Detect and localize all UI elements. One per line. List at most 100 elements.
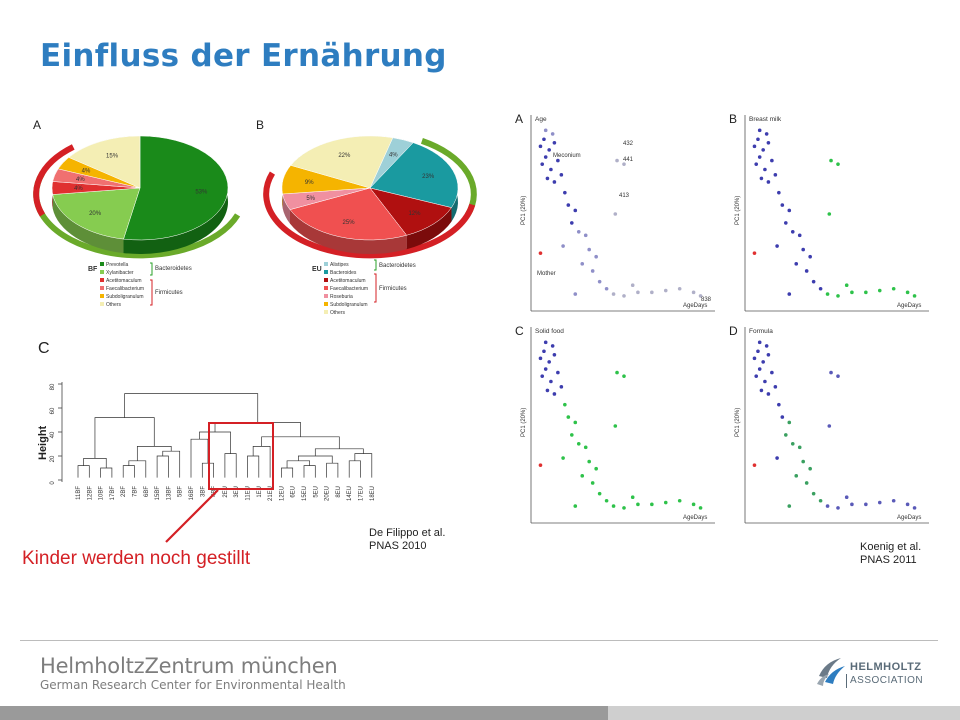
scatter-point: [552, 180, 557, 184]
scatter-point: [549, 379, 553, 384]
scatter-point: [757, 128, 762, 133]
dendrogram-leaf-label: 11BF: [76, 486, 82, 500]
dendrogram-link: [162, 450, 181, 478]
scatter-point: [550, 132, 555, 136]
dendrogram-link: [201, 462, 214, 478]
dendrogram-link: [354, 453, 373, 478]
scatter-point: [757, 367, 762, 371]
scatter-point: [766, 141, 771, 145]
pie-label-acetitomaculum: 12%: [408, 211, 421, 217]
scatter-panel-title: Age: [535, 116, 547, 123]
pie-label-acetitomaculum: 4%: [74, 186, 83, 192]
scatter-point: [604, 498, 609, 503]
scatter-point: [543, 155, 548, 159]
scatter-panels: A Age PC1 (20%) AgeDays 432 441 413 838 Meconium…: [515, 112, 929, 524]
scatter-annotation: 838: [701, 297, 712, 303]
scatter-point: [797, 233, 802, 238]
dendrogram-leaf-label: 14EU: [347, 486, 353, 501]
scatter-point: [622, 374, 626, 378]
scatter-point-mother: [752, 251, 757, 255]
legend-label-acetitomaculum: Acetitomaculum: [330, 278, 366, 284]
scatter-point: [583, 233, 588, 238]
scatter-point: [650, 502, 654, 507]
legend-label-bacteroides: Bacteroides: [330, 270, 357, 276]
dendrogram-link: [286, 460, 310, 468]
legend-label-acetitomaculum: Acetitomaculum: [106, 278, 142, 284]
legend-swatch-others: [324, 310, 328, 314]
legend-swatch-acetitomaculum: [324, 278, 328, 282]
pie-label-subdoligranulum: 9%: [305, 180, 314, 186]
pie-label-alistipes: 4%: [389, 152, 398, 158]
scatter-point: [804, 481, 809, 485]
legend-swatch-subdoligranulum: [324, 302, 328, 306]
legend-label-alistipes: Alistipes: [330, 262, 349, 268]
scatter-panel-c: C Solid food PC1 (20%) AgeDays: [515, 324, 715, 524]
scatter-point: [622, 294, 626, 298]
scatter-annotation: 441: [623, 157, 634, 163]
dendrogram-leaf-label: 6EU: [291, 486, 297, 498]
dendrogram-tick-label: 20: [50, 455, 56, 462]
scatter-annotation: 413: [619, 193, 630, 199]
legend-label-others: Others: [330, 310, 346, 316]
scatter-panel-title: Formula: [749, 328, 773, 335]
legend-label-others: Others: [106, 302, 122, 308]
scatter-point: [850, 290, 854, 295]
pie-chart-eu: 4% 23% 12% 25% 5% 9% 22%: [263, 135, 477, 259]
scatter-point: [754, 162, 759, 166]
legend-label-subdoligranulum: Subdoligranulum: [330, 302, 368, 308]
scatter-panel-b: B Breast milk PC1 (20%) AgeDays: [729, 112, 929, 312]
scatter-point: [663, 288, 668, 293]
scatter-point: [801, 247, 805, 252]
dendrogram-leaf-label: 4BF: [212, 486, 218, 497]
association-wordmark: HELMHOLTZ ASSOCIATION: [846, 660, 923, 688]
scatter-point: [836, 374, 840, 378]
legend-phylum-firmicutes-eu: Firmicutes: [379, 286, 407, 292]
scatter-point: [542, 349, 546, 354]
scatter-point: [691, 502, 696, 507]
scatter-point: [587, 247, 591, 252]
scatter-point: [912, 506, 917, 510]
scatter-point: [794, 474, 799, 478]
legend-swatch-faecalibacterium: [324, 286, 328, 290]
scatter-point: [756, 137, 760, 142]
scatter-point: [587, 459, 591, 464]
scatter-point: [790, 230, 795, 234]
scatter-point: [540, 162, 545, 166]
pie-slice-prevotella: [123, 135, 229, 241]
scatter-point: [573, 292, 578, 296]
scatter-point: [766, 180, 771, 184]
legend-label-prevotella: Prevotella: [106, 262, 128, 268]
scatter-point: [770, 158, 774, 163]
highlight-box: [208, 422, 274, 490]
scatter-point: [636, 290, 640, 295]
dendrogram-leaf-label: 1EU: [257, 486, 263, 498]
scatter-point: [559, 173, 564, 177]
scatter-point: [864, 502, 868, 507]
scatter-point: [808, 466, 812, 471]
scatter-point: [597, 491, 602, 496]
dendrogram-leaf-label: 8EU: [336, 486, 342, 498]
legend-label-roseburia: Roseburia: [330, 294, 353, 300]
pie-side-prevotella: [123, 136, 228, 254]
scatter-point: [864, 290, 868, 295]
scatter-ylabel: PC1 (20%): [735, 408, 741, 437]
dendrogram-link: [326, 462, 339, 478]
scatter-point: [566, 415, 571, 419]
scatter-point: [797, 445, 802, 450]
scatter-point: [698, 294, 703, 298]
scatter-point: [773, 385, 778, 389]
dendrogram-leaf-label: 16BF: [189, 486, 195, 501]
pie-label-faecalibacterium: 25%: [343, 220, 356, 226]
scatter-point: [752, 356, 757, 361]
scatter-point: [877, 500, 882, 505]
scatter-point: [597, 279, 602, 284]
scatter-point-mother: [538, 463, 543, 467]
dendrogram-link: [298, 455, 333, 464]
scatter-point: [777, 402, 781, 407]
pie-slice-others: [290, 135, 394, 189]
dendrogram-tick-label: 40: [50, 431, 56, 438]
pie-slice-others: [68, 135, 141, 189]
scatter-point: [677, 498, 682, 503]
dendrogram-leaf-label: 17BF: [110, 486, 116, 501]
dendrogram-leaf-label: 3EU: [234, 486, 240, 498]
